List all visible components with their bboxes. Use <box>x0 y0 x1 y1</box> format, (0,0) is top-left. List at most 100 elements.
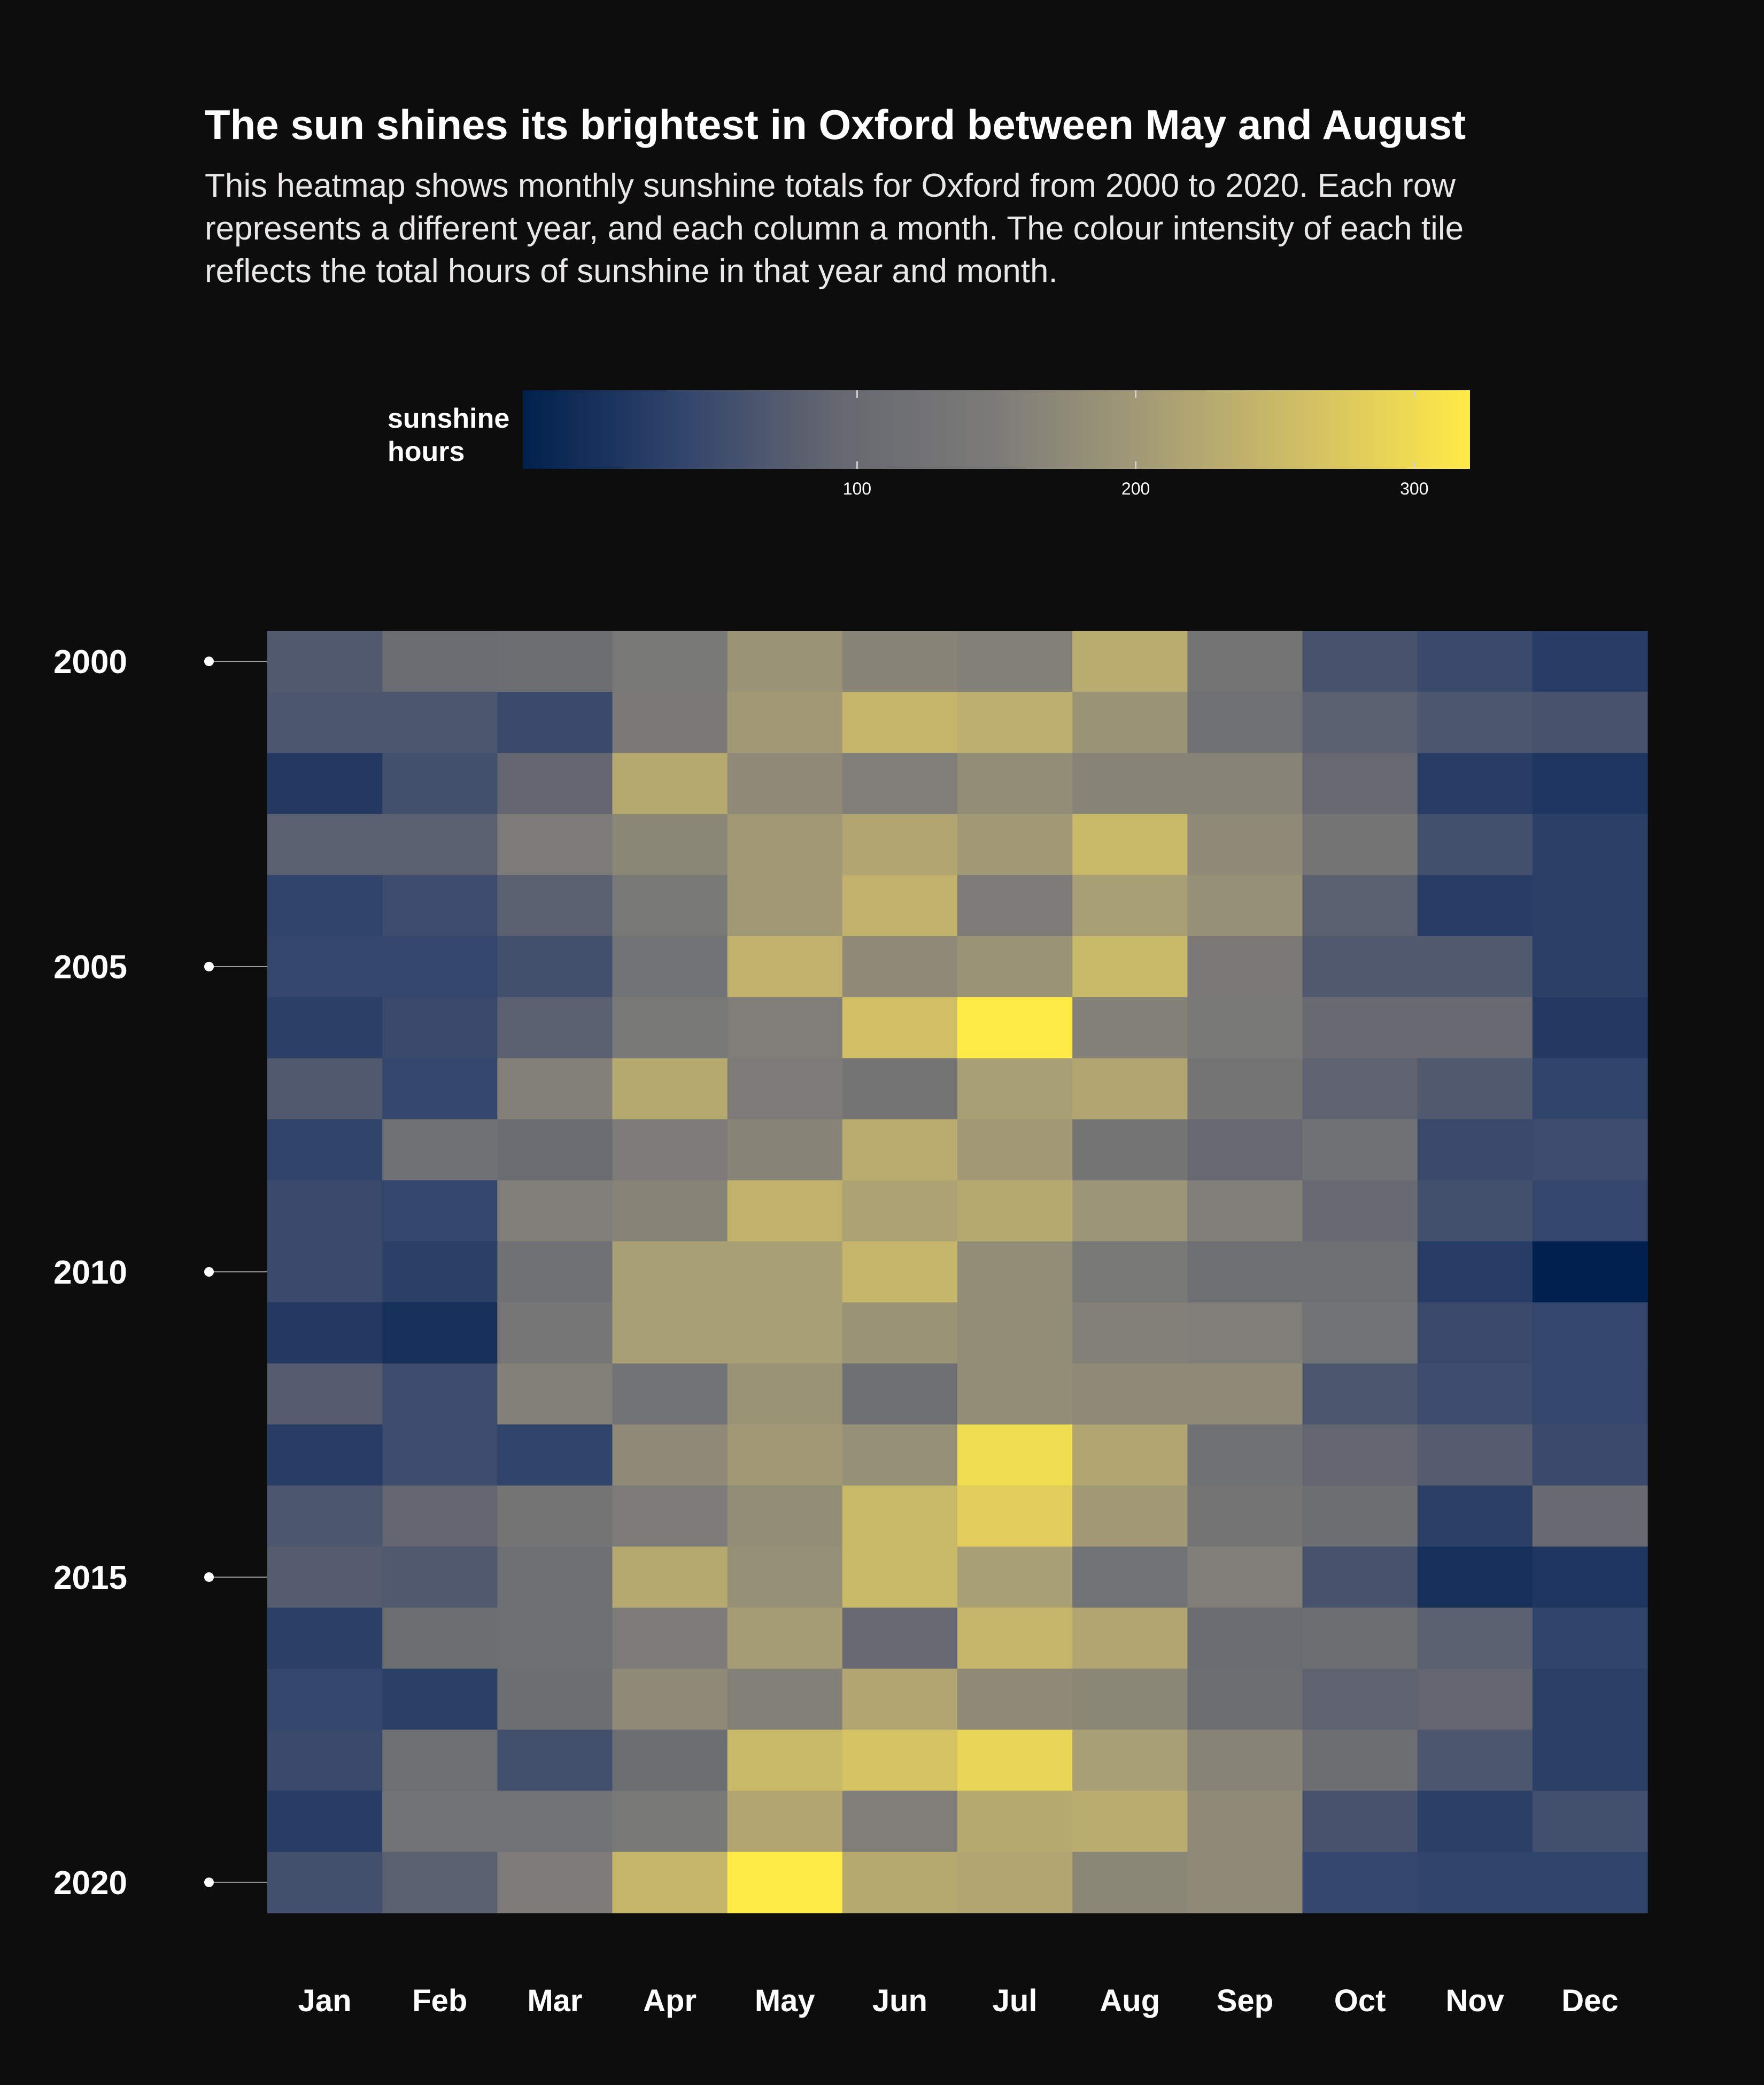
heatmap-cell <box>382 1790 498 1852</box>
legend-tick-label: 200 <box>1121 479 1150 498</box>
heatmap-cell <box>1302 1485 1418 1547</box>
heatmap-cell <box>1302 1424 1418 1486</box>
heatmap-cell <box>382 1424 498 1486</box>
heatmap-cell <box>1187 1546 1303 1608</box>
heatmap-cell <box>727 1790 843 1852</box>
heatmap-cell <box>957 997 1073 1059</box>
heatmap-cell <box>1532 1180 1648 1242</box>
y-tick-dot <box>204 962 214 972</box>
heatmap-cell <box>842 1424 958 1486</box>
heatmap-cell <box>1072 814 1188 876</box>
heatmap-cell <box>612 1180 728 1242</box>
heatmap-cell <box>497 1241 613 1303</box>
heatmap-cell <box>1187 1363 1303 1425</box>
heatmap-cell <box>1417 692 1533 753</box>
heatmap-cell <box>1302 692 1418 753</box>
heatmap-cell <box>267 936 383 998</box>
heatmap-cell <box>1187 1608 1303 1669</box>
y-tick-label: 2020 <box>53 1865 127 1902</box>
heatmap-cell <box>1532 1608 1648 1669</box>
heatmap-cell <box>1417 1302 1533 1364</box>
heatmap-cell <box>727 1241 843 1303</box>
x-tick-label: Mar <box>527 1983 582 2018</box>
heatmap-cell <box>612 1546 728 1608</box>
heatmap-cell <box>612 1241 728 1303</box>
heatmap-cell <box>957 875 1073 937</box>
heatmap-cell <box>727 875 843 937</box>
heatmap-cell <box>727 692 843 753</box>
heatmap-cell <box>1187 814 1303 876</box>
heatmap-cell <box>497 1363 613 1425</box>
heatmap-cell <box>612 753 728 815</box>
heatmap-cell <box>842 1608 958 1669</box>
heatmap-cell <box>842 997 958 1059</box>
legend-tick-label: 300 <box>1400 479 1428 498</box>
heatmap-cell <box>497 1608 613 1669</box>
y-tick-dot <box>204 1267 214 1277</box>
heatmap-cell <box>1417 631 1533 692</box>
heatmap-cell <box>1072 936 1188 998</box>
heatmap-cell <box>497 1729 613 1791</box>
heatmap-cell <box>267 692 383 753</box>
heatmap-cell <box>727 1119 843 1181</box>
heatmap-cell <box>382 875 498 937</box>
heatmap-cell <box>612 1119 728 1181</box>
heatmap-cell <box>957 1241 1073 1303</box>
heatmap-cell <box>382 1729 498 1791</box>
heatmap-cell <box>612 875 728 937</box>
legend-color-bar <box>523 390 1470 469</box>
heatmap-cell <box>497 631 613 692</box>
x-tick-label: Dec <box>1561 1983 1618 2018</box>
heatmap-cell <box>1072 875 1188 937</box>
heatmap-cell <box>267 753 383 815</box>
heatmap-cell <box>1302 1302 1418 1364</box>
heatmap-cell <box>1187 997 1303 1059</box>
heatmap-cell <box>497 1485 613 1547</box>
heatmap-cell <box>727 1180 843 1242</box>
heatmap-cell <box>842 1729 958 1791</box>
heatmap-cell <box>612 1851 728 1913</box>
heatmap-cell <box>382 997 498 1059</box>
heatmap-cell <box>612 1058 728 1120</box>
heatmap-cell <box>1302 1608 1418 1669</box>
heatmap-cell <box>1302 814 1418 876</box>
heatmap-cell <box>1187 753 1303 815</box>
heatmap-cell <box>727 1851 843 1913</box>
heatmap-cell <box>1532 1424 1648 1486</box>
heatmap-cell <box>1417 1363 1533 1425</box>
heatmap-cell <box>382 1241 498 1303</box>
heatmap-cell <box>497 753 613 815</box>
heatmap-cell <box>1072 1608 1188 1669</box>
legend-title-line1: sunshine <box>388 403 509 434</box>
heatmap-cell <box>612 1424 728 1486</box>
heatmap-cell <box>612 814 728 876</box>
heatmap-cell <box>1072 753 1188 815</box>
heatmap-cell <box>267 1302 383 1364</box>
heatmap-cell <box>1302 1546 1418 1608</box>
heatmap-cell <box>1187 936 1303 998</box>
heatmap-cell <box>957 1302 1073 1364</box>
heatmap-cell <box>842 1669 958 1731</box>
heatmap-cell <box>1302 1790 1418 1852</box>
heatmap-cell <box>497 1546 613 1608</box>
heatmap-cell <box>1187 1790 1303 1852</box>
heatmap-cell <box>497 997 613 1059</box>
heatmap-cell <box>1072 1058 1188 1120</box>
heatmap-cell <box>727 1669 843 1731</box>
y-tick-label: 2015 <box>53 1559 127 1596</box>
heatmap-cell <box>1187 1424 1303 1486</box>
heatmap-cell <box>382 936 498 998</box>
heatmap-cell <box>1532 1790 1648 1852</box>
heatmap-cell <box>267 631 383 692</box>
legend-title-line2: hours <box>388 436 465 467</box>
heatmap-cell <box>1072 1363 1188 1425</box>
heatmap-cell <box>1532 1241 1648 1303</box>
heatmap-cell <box>1417 1669 1533 1731</box>
legend-ticks: 100 200 300 <box>843 390 1428 498</box>
heatmap-cell <box>382 1180 498 1242</box>
heatmap-cell <box>267 1546 383 1608</box>
heatmap-cell <box>1302 1180 1418 1242</box>
heatmap-cell <box>957 1608 1073 1669</box>
heatmap-cell <box>1417 936 1533 998</box>
heatmap-cell <box>1302 753 1418 815</box>
